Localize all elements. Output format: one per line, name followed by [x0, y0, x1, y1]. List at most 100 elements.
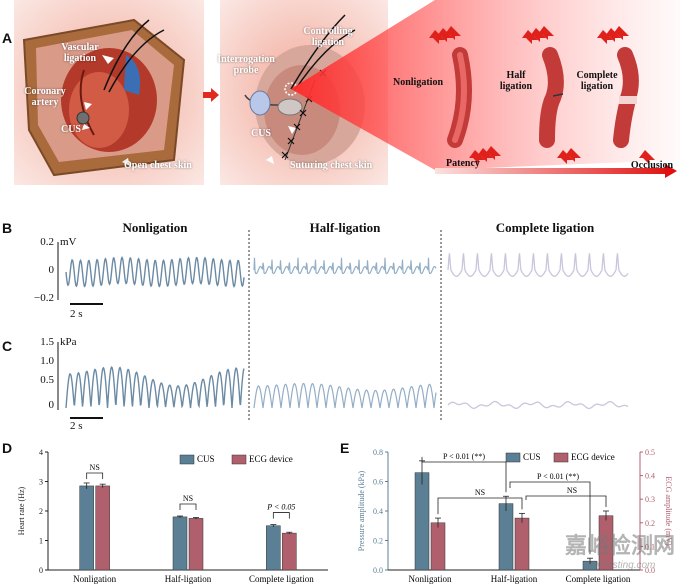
y-right-tick-label: 0.1 — [645, 542, 655, 551]
x-tick-label: Half-ligation — [491, 574, 538, 584]
label-occlusion: Occlusion — [630, 160, 674, 171]
label-suturing-chest-skin: Suturing chest skin — [290, 160, 373, 171]
bar-ecg-device — [282, 532, 297, 571]
legend-swatch — [179, 454, 195, 465]
c-tick-1-0: 1.0 — [40, 355, 54, 367]
bar-ecg-device — [430, 522, 446, 571]
y-right-tick-label: 0.5 — [645, 448, 655, 457]
annotation-ns-1-bracket — [86, 472, 104, 479]
annotation-ns-2: NS — [183, 494, 193, 503]
watermark-text: 嘉峪检测网 — [564, 534, 675, 559]
annotation-ns-1: NS — [90, 463, 100, 472]
y-axis-label: Pressure amplitude (kPa) — [357, 470, 366, 551]
c-scale-label: 2 s — [70, 420, 83, 432]
label-cus-2: CUS — [250, 128, 271, 139]
y-axis-right-label: ECG amplitude (mV) — [664, 476, 673, 546]
y-tick-label: 0.4 — [373, 507, 383, 516]
watermark: 嘉峪检测网 AnyTesting.com — [560, 528, 680, 571]
y-tick-label: 4 — [39, 448, 43, 457]
bar-cus — [266, 525, 281, 571]
x-tick-label: Complete ligation — [249, 574, 314, 584]
legend-label: ECG device — [571, 452, 615, 462]
x-tick-label: Complete ligation — [566, 574, 631, 584]
pressure-trace-half-ligation — [253, 382, 437, 409]
c-tick-0: 0 — [48, 399, 55, 411]
c-unit: kPa — [60, 336, 77, 348]
y-tick-label: 0.0 — [373, 566, 383, 575]
x-tick-label: Nonligation — [73, 574, 116, 584]
label-cus: CUS — [60, 124, 81, 135]
column-title-complete-ligation: Complete ligation — [495, 220, 595, 235]
y-tick-label: 0 — [39, 566, 43, 575]
annotation-p-0-01-b: P < 0.01 (**) — [537, 472, 579, 481]
legend-label: CUS — [523, 452, 541, 462]
label-complete-ligation: Complete ligation — [576, 70, 618, 92]
y-right-tick-label: 0.0 — [645, 566, 655, 575]
c-tick-0-5: 0.5 — [40, 374, 54, 386]
y-tick-label: 0.6 — [373, 478, 383, 487]
bar-ecg-device — [514, 517, 530, 571]
label-half-ligation: Half ligation — [499, 70, 533, 92]
annotation-ns-a: NS — [475, 488, 485, 497]
annotation-ns-b: NS — [567, 486, 577, 495]
label-interrogation-probe: Interrogation probe — [217, 54, 275, 76]
annotation-ns-a-bracket — [437, 497, 523, 515]
bar-cus — [79, 485, 94, 571]
y-tick-label: 0.2 — [373, 537, 383, 546]
b-tick-0-2: 0.2 — [40, 236, 54, 248]
label-controlling-ligation: Controlling ligation — [303, 26, 353, 48]
x-tick-label: Nonligation — [409, 574, 452, 584]
scene-arrow — [203, 88, 219, 102]
label-nonligation: Nonligation — [393, 77, 444, 88]
label-coronary-artery: Coronary artery — [24, 86, 66, 108]
y-tick-label: 2 — [39, 507, 43, 516]
ecg-trace-nonligation — [65, 256, 245, 288]
column-title-nonligation: Nonligation — [122, 220, 188, 235]
annotation-p-0-05-bracket — [272, 512, 290, 519]
b-tick-minus-0-2: −0.2 — [34, 292, 54, 304]
legend-swatch — [505, 452, 521, 463]
label-patency: Patency — [446, 158, 480, 169]
y-tick-label: 3 — [39, 478, 43, 487]
b-tick-0: 0 — [48, 264, 55, 276]
c-tick-1-5: 1.5 — [40, 336, 54, 348]
y-tick-label: 0.8 — [373, 448, 383, 457]
panel-letter-e: E — [340, 440, 350, 456]
ecg-trace-complete-ligation — [447, 253, 629, 277]
pressure-trace-nonligation — [65, 366, 245, 409]
label-open-chest-skin: Open chest skin — [124, 160, 192, 171]
beam-illustration — [291, 0, 680, 178]
waveform-traces — [57, 230, 629, 420]
legend-label: CUS — [197, 454, 215, 464]
bar-ecg-device — [95, 485, 110, 571]
label-vascular-ligation: Vascular ligation — [61, 42, 99, 64]
annotation-p-0-01-b-bracket — [509, 481, 591, 555]
heart-rate-chart: 0 1 2 3 4 Heart rate (Hz) Nonligation Half-liga… — [17, 448, 328, 584]
pressure-trace-complete-ligation — [447, 400, 629, 410]
ecg-trace-half-ligation — [253, 257, 437, 275]
y-axis-label: Heart rate (Hz) — [17, 486, 26, 535]
amplitude-chart: 0.0 0.2 0.4 0.6 0.8 0.0 0.1 0.2 0.3 0.4 0.5 Pressur… — [357, 448, 673, 584]
b-unit: mV — [60, 236, 77, 248]
bar-cus — [498, 503, 514, 571]
legend-swatch — [553, 452, 569, 463]
bar-cus — [414, 472, 430, 571]
annotation-p-0-01-a-bracket — [421, 456, 507, 493]
annotation-p-0-01-a: P < 0.01 (**) — [443, 452, 485, 461]
watermark-sub: AnyTesting.com — [584, 560, 656, 571]
y-tick-label: 1 — [39, 537, 43, 546]
x-tick-label: Half-ligation — [165, 574, 212, 584]
bar-ecg-device — [188, 518, 204, 571]
open-chest-illustration — [22, 18, 186, 177]
panel-letter-c: C — [2, 338, 13, 354]
panel-letter-b: B — [2, 220, 13, 236]
y-right-tick-label: 0.3 — [645, 495, 655, 504]
annotation-ns-2-bracket — [179, 503, 197, 511]
y-right-tick-label: 0.4 — [645, 472, 655, 481]
b-scale-label: 2 s — [70, 308, 83, 320]
legend-swatch — [231, 454, 247, 465]
bar-cus — [172, 516, 188, 571]
panel-letter-a: A — [2, 30, 13, 46]
panel-letter-d: D — [2, 440, 13, 456]
annotation-p-0-05: P < 0.05 — [266, 503, 295, 512]
